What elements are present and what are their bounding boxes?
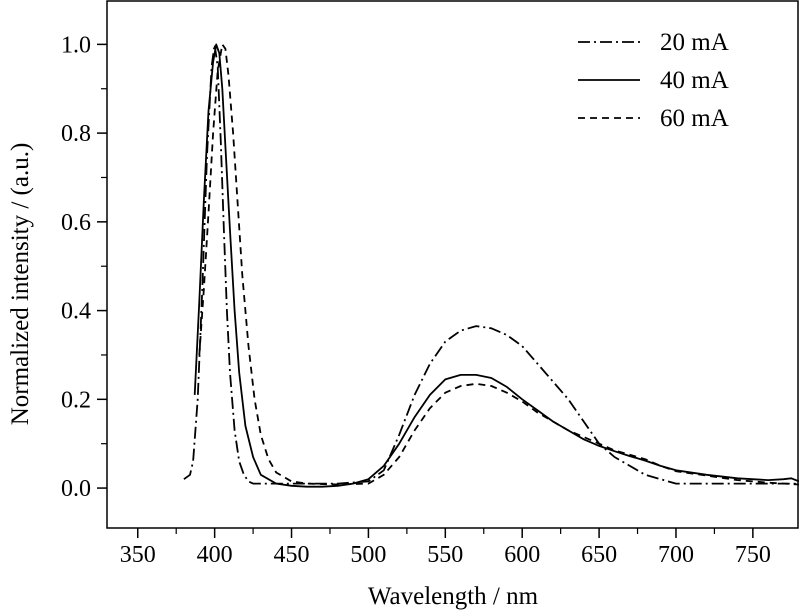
y-axis: 0.0 0.2 0.4 0.6 0.8 1.0 — [61, 32, 107, 502]
legend-label: 40 mA — [660, 67, 729, 94]
legend-label: 20 mA — [660, 29, 729, 56]
plot-frame — [106, 0, 799, 529]
y-tick-label: 0.0 — [61, 476, 91, 502]
x-tick-label: 400 — [197, 542, 233, 568]
y-tick-label: 0.2 — [61, 387, 91, 413]
legend-label: 60 mA — [660, 105, 729, 132]
x-tick-label: 700 — [658, 542, 694, 568]
series-group — [183, 43, 799, 488]
series-line-60-ma — [198, 43, 799, 486]
series-line-40-ma — [193, 43, 799, 488]
x-tick-label: 750 — [735, 542, 771, 568]
x-axis: 350 400 450 500 550 600 650 700 750 — [120, 528, 771, 568]
y-tick-label: 0.6 — [61, 210, 91, 236]
x-tick-label: 550 — [427, 542, 463, 568]
x-tick-label: 500 — [350, 542, 386, 568]
x-axis-label: Wavelength / nm — [368, 583, 539, 610]
y-tick-label: 0.4 — [61, 299, 91, 325]
x-tick-label: 650 — [581, 542, 617, 568]
x-tick-label: 600 — [504, 542, 540, 568]
y-axis-label: Normalized intensity / (a.u.) — [7, 143, 34, 426]
x-tick-label: 450 — [274, 542, 310, 568]
y-tick-label: 0.8 — [61, 121, 91, 147]
y-tick-label: 1.0 — [61, 32, 91, 58]
legend: 20 mA 40 mA 60 mA — [578, 29, 729, 132]
x-tick-label: 350 — [120, 542, 156, 568]
